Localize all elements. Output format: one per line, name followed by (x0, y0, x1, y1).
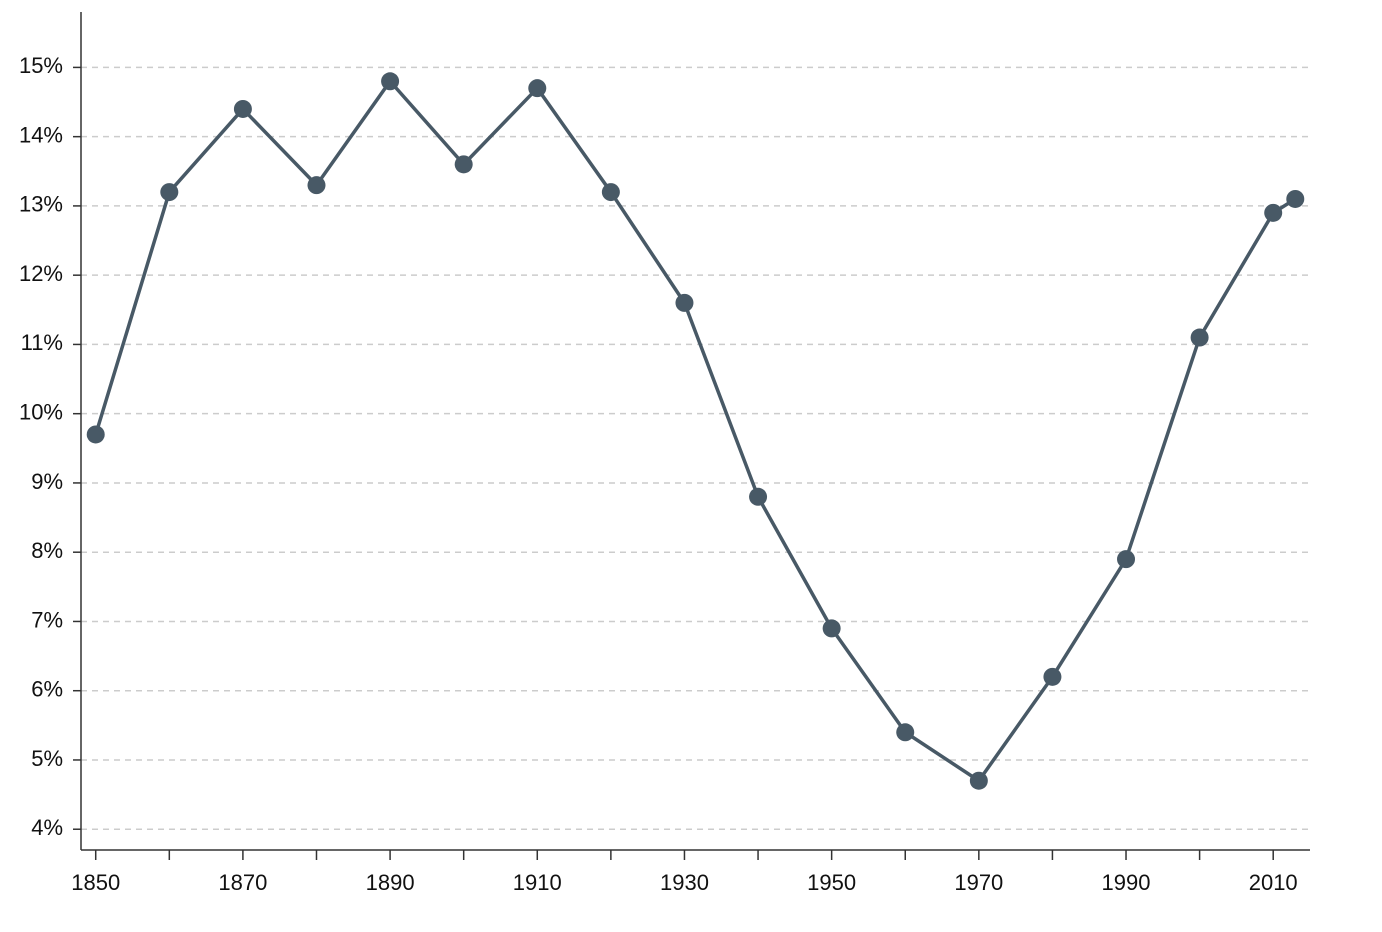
marker (233, 99, 252, 118)
y-tick-label: 7% (31, 607, 63, 632)
x-tick-label: 1890 (366, 870, 415, 895)
marker (749, 487, 768, 506)
y-tick-label: 12% (19, 261, 63, 286)
y-tick-label: 9% (31, 469, 63, 494)
marker (1117, 550, 1136, 569)
marker (1264, 203, 1283, 222)
marker (822, 619, 841, 638)
y-tick-label: 8% (31, 538, 63, 563)
marker (969, 771, 988, 790)
y-tick-label: 6% (31, 677, 63, 702)
marker (896, 723, 915, 742)
x-tick-label: 1850 (71, 870, 120, 895)
y-tick-label: 4% (31, 815, 63, 840)
marker (601, 183, 620, 202)
y-tick-label: 5% (31, 746, 63, 771)
x-tick-label: 1910 (513, 870, 562, 895)
marker (675, 293, 694, 312)
marker (1043, 667, 1062, 686)
y-tick-label: 10% (19, 399, 63, 424)
x-tick-label: 1950 (807, 870, 856, 895)
x-tick-label: 1970 (954, 870, 1003, 895)
marker (307, 176, 326, 195)
x-tick-label: 1870 (218, 870, 267, 895)
y-tick-label: 13% (19, 192, 63, 217)
marker (1286, 189, 1305, 208)
marker (86, 425, 105, 444)
line (94, 79, 1297, 783)
marker (381, 72, 400, 91)
y-tick-label: 11% (21, 330, 63, 355)
y-tick-label: 14% (19, 122, 63, 147)
marker (454, 155, 473, 174)
x-tick-label: 1930 (660, 870, 709, 895)
marker (160, 183, 179, 202)
y-tick-label: 15% (19, 53, 63, 78)
marker (1190, 328, 1209, 347)
x-tick-label: 1990 (1102, 870, 1151, 895)
marker (528, 79, 547, 98)
x-tick-label: 2010 (1249, 870, 1298, 895)
